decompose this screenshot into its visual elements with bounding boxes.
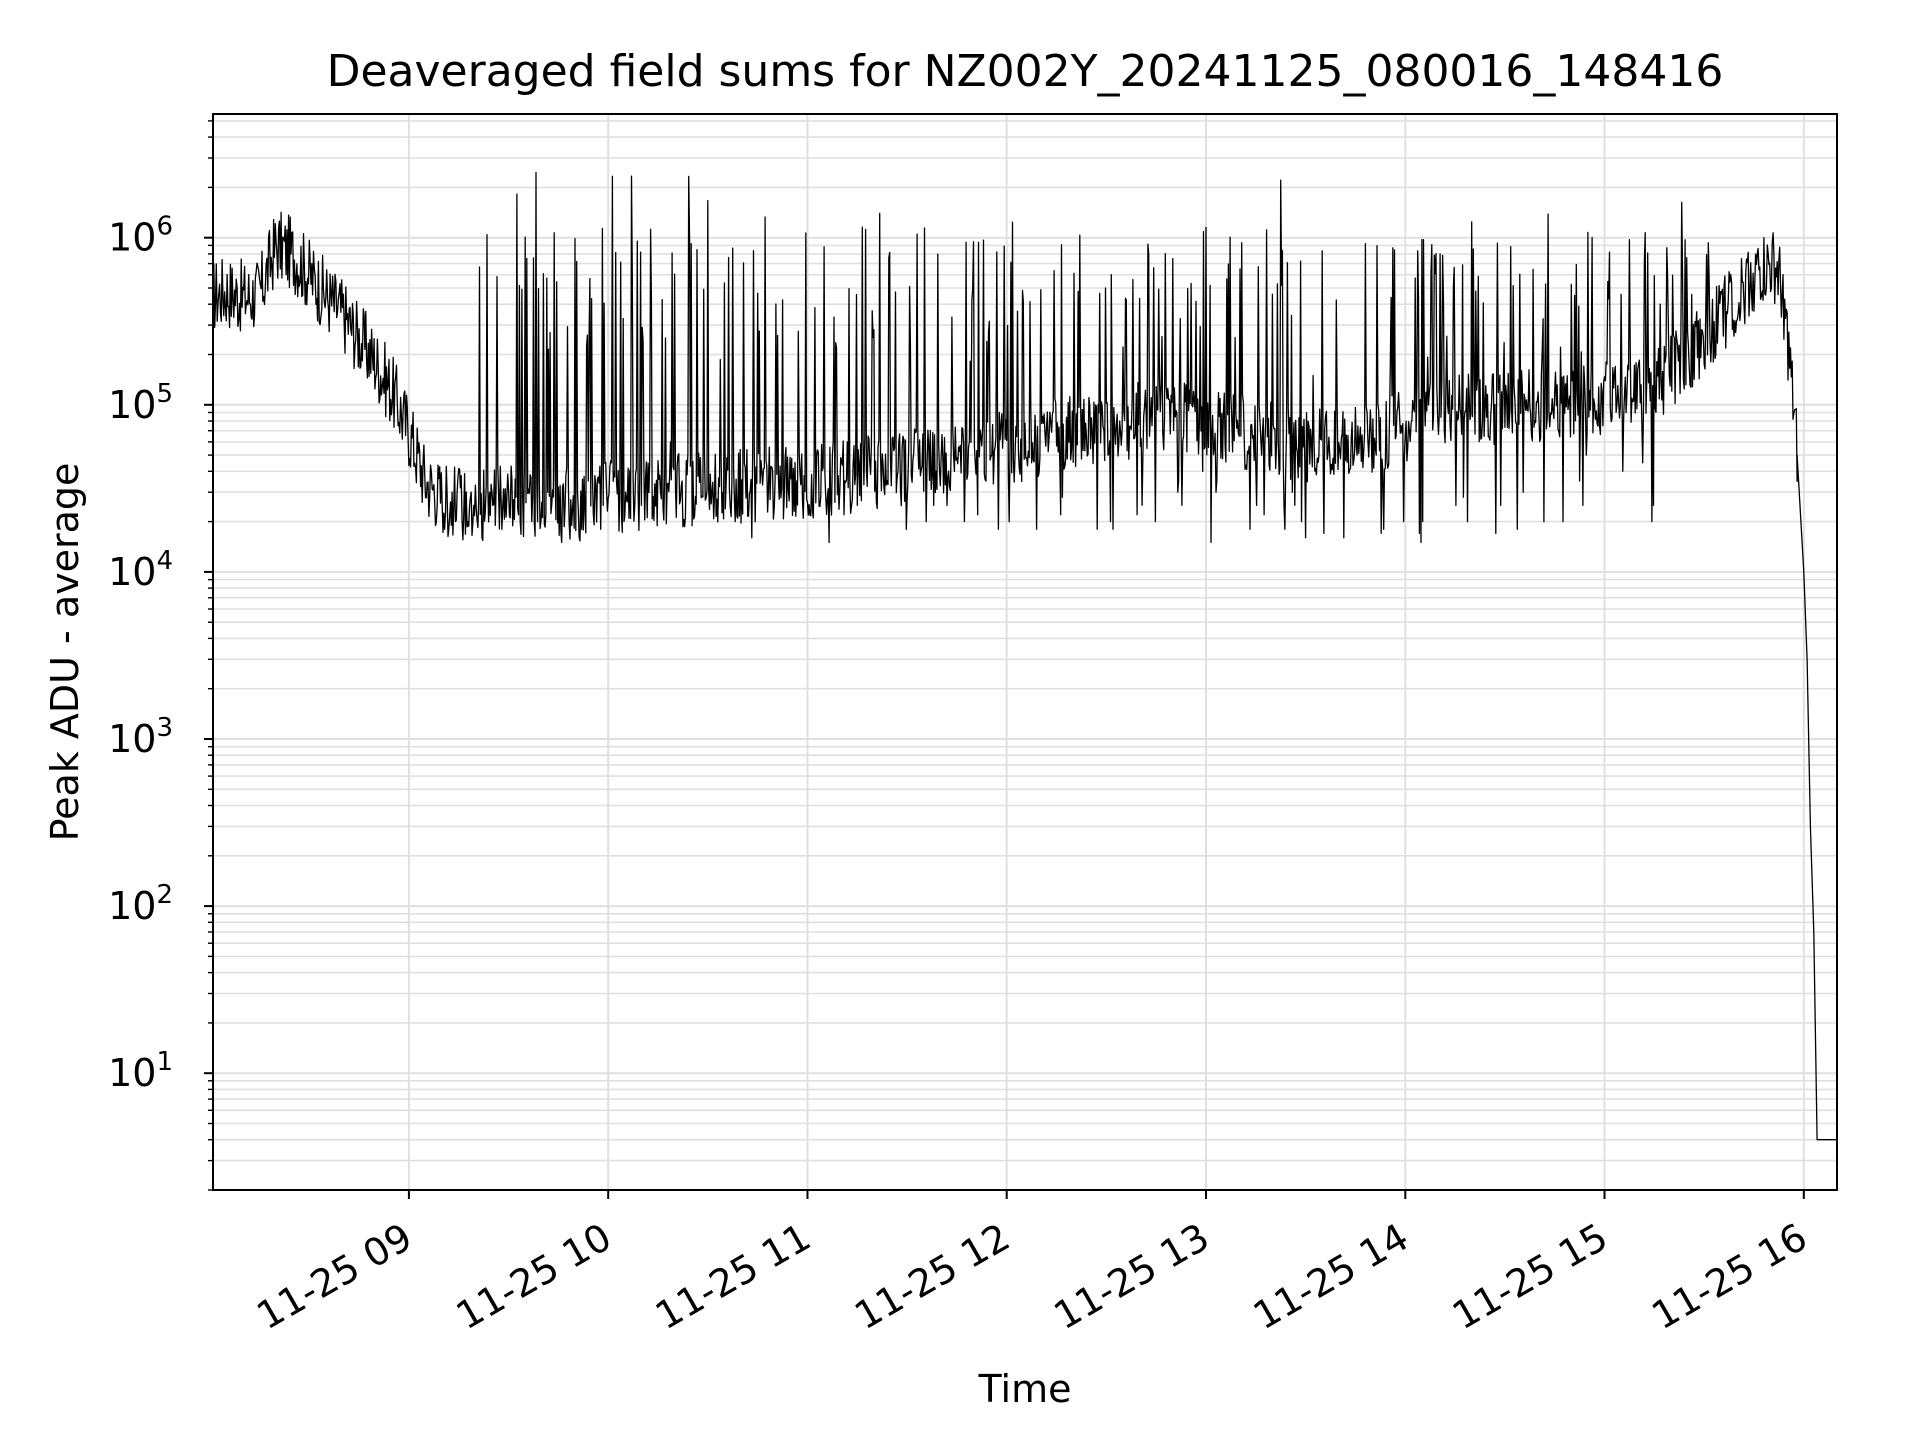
series-layer (212, 171, 1837, 1141)
series-line (212, 171, 1837, 1141)
y-tick-label: 101 (108, 1047, 173, 1095)
y-tick-label: 102 (108, 880, 173, 928)
plot-frame (212, 113, 1838, 1191)
y-tick-label: 105 (108, 379, 173, 427)
y-tick-label: 103 (108, 713, 173, 761)
y-tick-label: 106 (108, 212, 173, 260)
x-axis-label: Time (978, 1367, 1072, 1411)
y-tick-label: 104 (108, 546, 173, 594)
chart-title: Deaveraged field sums for NZ002Y_2024112… (327, 46, 1724, 97)
grid-layer (213, 114, 1837, 1191)
y-axis-label: Peak ADU - average (43, 463, 87, 842)
